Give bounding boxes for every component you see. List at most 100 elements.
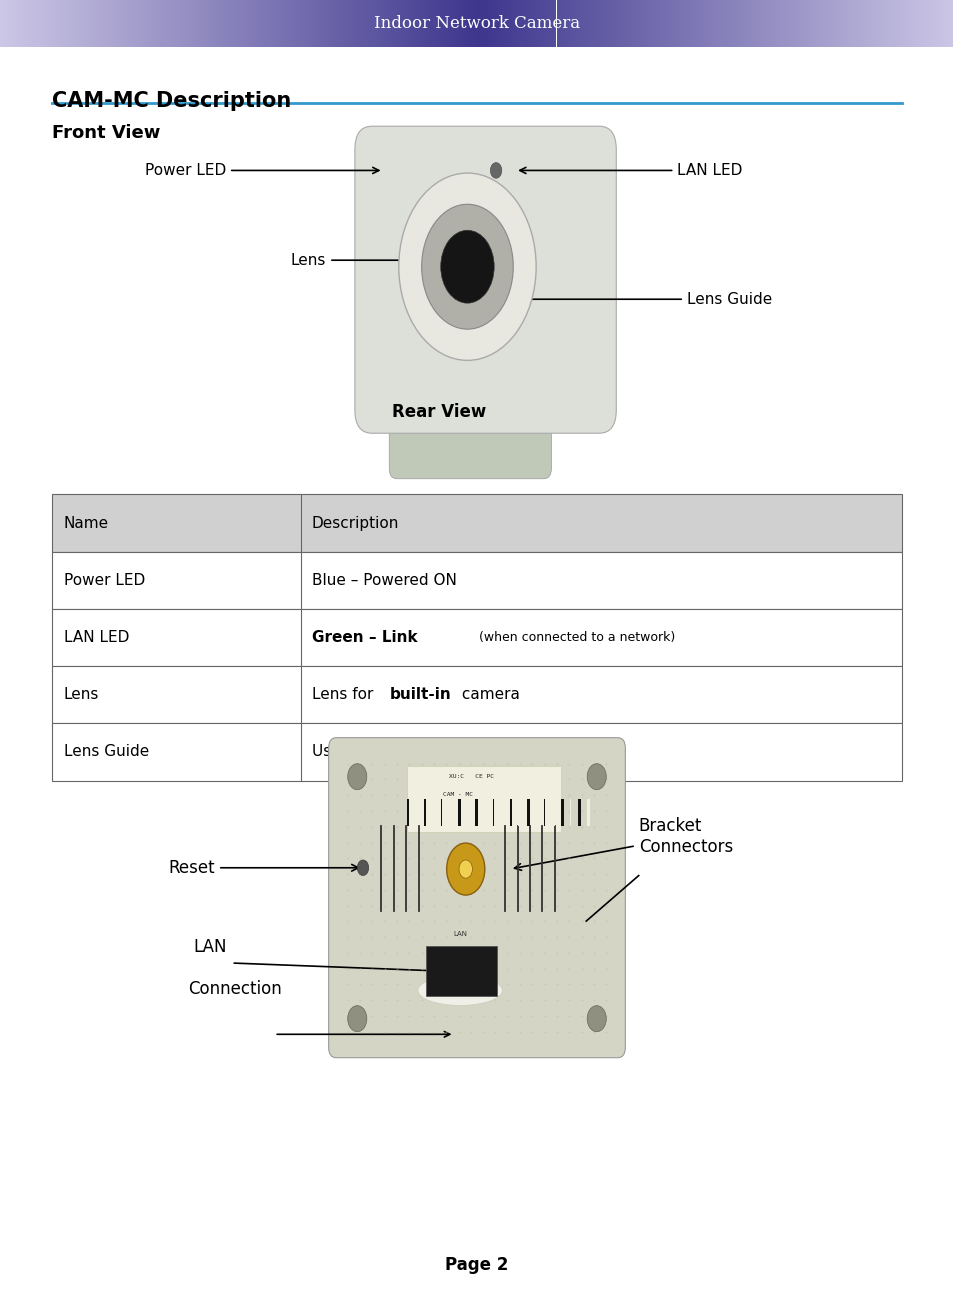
Bar [820,0,822,47]
Bar [788,0,791,47]
Bar [152,0,155,47]
Bar [715,0,718,47]
Bar [553,0,556,47]
Bar [937,0,941,47]
Circle shape [348,764,367,790]
Bar [517,799,518,826]
Bar [613,0,617,47]
Bar [822,0,826,47]
Bar [384,0,388,47]
Bar [798,0,801,47]
Bar [0,0,3,47]
Bar [632,0,636,47]
Bar [839,0,841,47]
Bar [591,0,594,47]
Bar [112,0,114,47]
Text: Connection: Connection [189,980,282,998]
Bar [858,0,861,47]
Bar [521,0,524,47]
Bar [343,0,346,47]
Text: Lens: Lens [64,687,99,703]
Bar [52,494,901,552]
Bar [899,0,902,47]
Bar [35,0,38,47]
Bar [308,0,312,47]
Bar [274,0,276,47]
Bar [870,0,874,47]
Bar [721,0,724,47]
Bar [924,0,927,47]
Bar [455,0,457,47]
Bar [336,0,340,47]
Bar [810,0,813,47]
Bar [829,0,832,47]
Bar [517,0,521,47]
Bar [279,0,283,47]
Bar [864,0,867,47]
Bar [121,0,124,47]
Bar [432,799,435,826]
Bar [410,0,413,47]
Bar [765,0,769,47]
Bar [400,0,403,47]
Text: LAN: LAN [453,930,467,937]
Bar [683,0,686,47]
Bar [226,0,229,47]
Bar [651,0,655,47]
Bar [298,0,302,47]
Bar [178,0,181,47]
Bar [836,0,839,47]
Bar [267,0,270,47]
Bar [232,0,235,47]
Text: Green – Link: Green – Link [312,630,422,645]
Bar [496,0,498,47]
Bar [598,0,600,47]
Bar [775,0,779,47]
Bar [629,0,632,47]
Circle shape [348,1006,367,1032]
Bar [483,0,486,47]
Bar [861,0,864,47]
Bar [946,0,950,47]
Bar [475,799,477,826]
Bar [524,0,527,47]
Bar [781,0,784,47]
Bar [474,0,476,47]
Bar [498,0,502,47]
Bar [406,799,409,826]
Bar [321,0,324,47]
Bar [934,0,937,47]
Bar [594,0,598,47]
Bar [219,0,222,47]
Text: Rear View: Rear View [392,403,485,422]
Bar [264,0,267,47]
Text: Used to adjust lens for: Used to adjust lens for [312,744,489,760]
Bar [26,0,29,47]
Bar [432,0,436,47]
Bar [260,0,264,47]
Bar [60,0,64,47]
Bar [51,0,54,47]
Bar [86,0,89,47]
Bar [537,0,540,47]
Bar [845,0,848,47]
Bar [546,0,550,47]
Bar [559,0,562,47]
Bar [718,0,721,47]
Bar [813,0,817,47]
Circle shape [440,230,494,303]
Bar [702,0,705,47]
Bar [188,0,191,47]
Bar [731,0,734,47]
Bar [222,0,226,47]
Bar [251,0,254,47]
Bar [886,0,889,47]
Bar [317,0,321,47]
Text: Name: Name [64,515,109,531]
Bar [772,0,775,47]
Bar [466,799,467,826]
Bar [750,0,753,47]
Bar [172,0,174,47]
Bar [610,0,613,47]
Bar [708,0,712,47]
